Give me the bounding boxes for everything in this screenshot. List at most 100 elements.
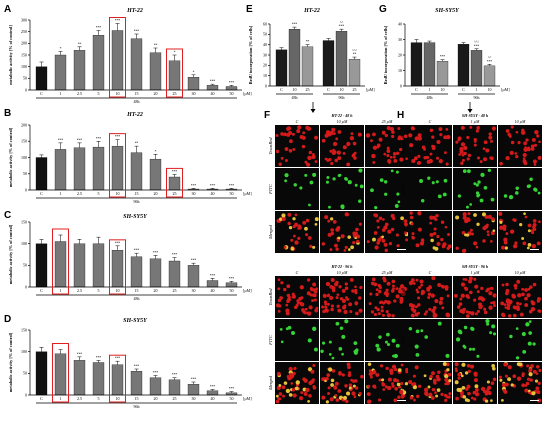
cell-nucleus — [473, 298, 477, 302]
micrograph-image — [498, 319, 542, 361]
cell-nucleus — [373, 231, 378, 235]
significance-marker: *** — [229, 184, 235, 188]
cell-nucleus — [538, 220, 541, 224]
cell-nucleus — [521, 331, 526, 337]
cell-nucleus — [537, 155, 542, 160]
significance-marker: ** — [154, 44, 158, 48]
cell-nucleus — [332, 132, 336, 136]
cell-nucleus — [492, 332, 497, 336]
cell-nucleus — [292, 371, 296, 376]
cell-nucleus — [347, 235, 351, 239]
cell-nucleus — [483, 140, 488, 145]
cell-nucleus — [444, 225, 448, 229]
cell-nucleus — [455, 246, 459, 250]
cell-nucleus — [461, 248, 467, 254]
cell-nucleus — [476, 354, 480, 358]
x-tick-label: 5 — [98, 191, 100, 196]
y-tick-label: 50 — [23, 371, 27, 376]
cell-nucleus — [284, 158, 288, 163]
cell-nucleus — [488, 135, 493, 140]
cell-nucleus — [312, 172, 317, 177]
cell-nucleus — [432, 311, 436, 315]
x-tick-label: 40 — [211, 91, 215, 96]
cell-nucleus — [433, 380, 437, 385]
cell-nucleus — [327, 302, 330, 306]
cell-nucleus — [531, 244, 537, 249]
cell-nucleus — [381, 313, 385, 317]
cell-nucleus — [448, 392, 452, 396]
cell-nucleus — [371, 153, 376, 159]
micrograph-col-label: 10 µM — [337, 270, 348, 275]
micrograph-col-label: 25 µM — [382, 119, 393, 124]
cell-nucleus — [409, 215, 414, 220]
cell-nucleus — [375, 373, 380, 377]
cell-nucleus — [309, 293, 313, 297]
bar — [54, 241, 67, 288]
cell-nucleus — [402, 286, 408, 292]
micrograph-image — [320, 168, 364, 210]
cell-nucleus — [423, 312, 427, 316]
cell-nucleus — [536, 390, 541, 395]
x-tick-label: 15 — [135, 396, 139, 401]
cell-nucleus — [505, 291, 509, 296]
cell-nucleus — [473, 143, 477, 147]
bar — [92, 362, 105, 396]
cell-nucleus — [489, 331, 493, 335]
micrograph-image — [408, 319, 452, 361]
cell-nucleus — [380, 309, 384, 313]
cell-nucleus — [522, 157, 526, 160]
cell-nucleus — [327, 293, 331, 297]
cell-nucleus — [393, 158, 398, 163]
cell-nucleus — [384, 248, 389, 253]
cell-nucleus — [516, 376, 522, 381]
panel-label: F — [264, 110, 270, 121]
cell-nucleus — [344, 319, 349, 324]
x-tick-label: 30 — [192, 288, 196, 293]
cell-nucleus — [330, 228, 335, 232]
cell-nucleus — [483, 307, 487, 311]
cell-nucleus — [525, 138, 529, 142]
cell-nucleus — [313, 347, 318, 352]
cell-nucleus — [530, 364, 534, 368]
cell-nucleus — [326, 373, 331, 377]
cell-nucleus — [330, 383, 334, 387]
cell-nucleus — [324, 308, 329, 313]
cell-nucleus — [531, 138, 536, 142]
cell-nucleus — [439, 296, 444, 301]
chart-title: SH-SY5Y — [123, 318, 148, 324]
cell-nucleus — [321, 305, 325, 309]
cell-nucleus — [332, 141, 338, 147]
cell-nucleus — [442, 192, 447, 197]
cell-nucleus — [386, 313, 392, 318]
cell-nucleus — [276, 385, 281, 390]
x-tick-label: 20 — [154, 288, 158, 293]
cell-nucleus — [400, 363, 404, 367]
cell-nucleus — [523, 212, 526, 216]
cell-nucleus — [419, 279, 424, 284]
cell-nucleus — [490, 231, 495, 236]
cell-nucleus — [462, 215, 467, 220]
cell-nucleus — [348, 383, 353, 387]
cell-nucleus — [278, 392, 283, 396]
cell-nucleus — [454, 362, 459, 367]
cell-nucleus — [335, 137, 339, 141]
cell-nucleus — [278, 397, 282, 401]
cell-nucleus — [351, 391, 356, 396]
cell-nucleus — [499, 225, 504, 230]
cell-nucleus — [528, 320, 532, 323]
cell-nucleus — [503, 194, 508, 198]
micrograph-row-label: FITC — [268, 334, 273, 346]
cell-nucleus — [537, 191, 541, 195]
cell-nucleus — [460, 293, 465, 298]
cell-nucleus — [415, 329, 420, 334]
cell-nucleus — [439, 133, 443, 137]
micrograph-row-label: TexasRed — [401, 137, 406, 155]
cell-nucleus — [381, 130, 386, 135]
cell-nucleus — [460, 125, 465, 130]
cell-nucleus — [462, 344, 466, 348]
bar — [168, 60, 181, 91]
cell-nucleus — [498, 211, 503, 216]
cell-nucleus — [378, 137, 383, 142]
cell-nucleus — [405, 157, 408, 161]
cell-nucleus — [291, 331, 295, 335]
